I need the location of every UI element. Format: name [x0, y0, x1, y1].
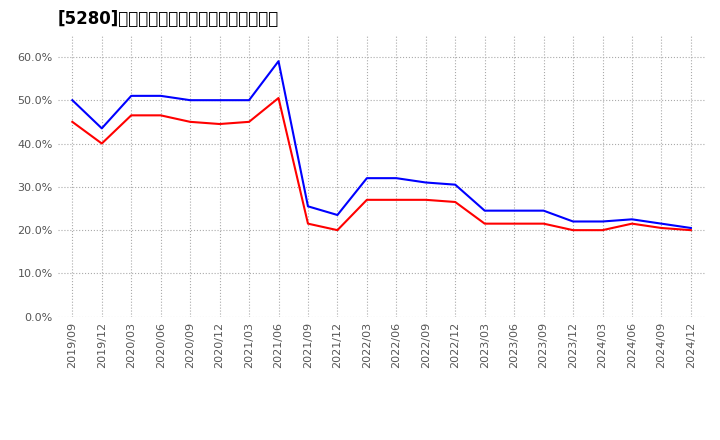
固定長期適合率	[598, 227, 607, 233]
固定比率	[127, 93, 135, 99]
固定長期適合率	[657, 225, 666, 231]
固定比率	[628, 216, 636, 222]
固定長期適合率	[156, 113, 165, 118]
固定比率	[687, 225, 696, 231]
固定長期適合率	[97, 141, 106, 146]
固定比率	[421, 180, 430, 185]
固定比率	[215, 98, 224, 103]
固定長期適合率	[333, 227, 342, 233]
固定長期適合率	[363, 197, 372, 202]
固定長期適合率	[392, 197, 400, 202]
固定長期適合率	[539, 221, 548, 226]
固定長期適合率	[569, 227, 577, 233]
固定長期適合率	[421, 197, 430, 202]
Line: 固定比率: 固定比率	[72, 61, 691, 228]
固定比率	[598, 219, 607, 224]
Line: 固定長期適合率: 固定長期適合率	[72, 98, 691, 230]
固定比率	[480, 208, 489, 213]
固定比率	[451, 182, 459, 187]
固定比率	[304, 204, 312, 209]
固定比率	[68, 98, 76, 103]
固定長期適合率	[127, 113, 135, 118]
固定比率	[510, 208, 518, 213]
固定長期適合率	[186, 119, 194, 125]
固定比率	[363, 176, 372, 181]
固定比率	[333, 213, 342, 218]
固定比率	[657, 221, 666, 226]
固定比率	[97, 126, 106, 131]
固定比率	[186, 98, 194, 103]
固定比率	[392, 176, 400, 181]
固定長期適合率	[245, 119, 253, 125]
固定比率	[274, 59, 283, 64]
固定長期適合率	[304, 221, 312, 226]
固定長期適合率	[451, 199, 459, 205]
固定長期適合率	[68, 119, 76, 125]
固定長期適合率	[510, 221, 518, 226]
固定長期適合率	[628, 221, 636, 226]
固定長期適合率	[687, 227, 696, 233]
固定比率	[539, 208, 548, 213]
固定比率	[156, 93, 165, 99]
固定比率	[245, 98, 253, 103]
固定長期適合率	[215, 121, 224, 127]
固定長期適合率	[274, 95, 283, 101]
Text: [5280]　固定比率、固定長期適合率の推移: [5280] 固定比率、固定長期適合率の推移	[58, 10, 279, 28]
固定長期適合率	[480, 221, 489, 226]
固定比率	[569, 219, 577, 224]
